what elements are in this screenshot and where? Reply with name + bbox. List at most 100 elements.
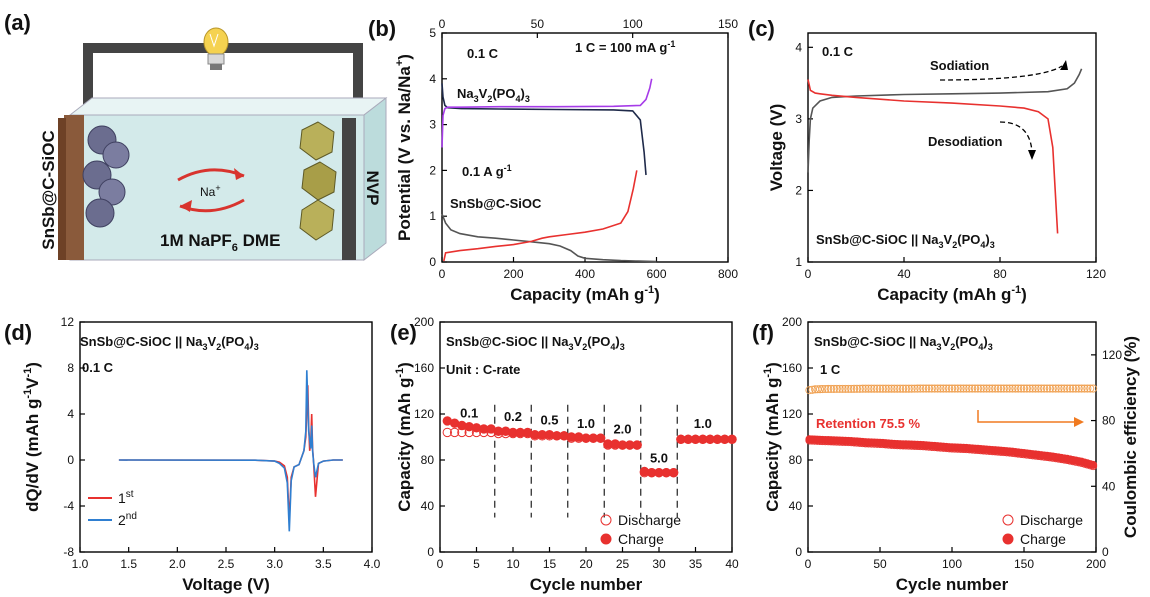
rate-label: 1.0 [694,416,712,431]
ce-point [922,384,931,393]
ce-point [985,384,994,393]
desodiation-arrow [999,121,1033,153]
ce-point [873,384,882,393]
discharge-point [442,427,452,438]
legend-label: Charge [618,531,664,547]
ce-point [982,384,991,393]
ce-point [1071,384,1080,393]
x-tick-label: 4.0 [364,557,381,571]
y-tick-label: 12 [61,315,75,329]
b-anode-rate-label: 0.1 A g-1 [462,163,512,179]
x-tick-label: 15 [543,557,557,571]
desodiation-label: Desodiation [928,134,1002,149]
ce-point [953,384,962,393]
ce-point [1048,384,1057,393]
x-tick-label: 30 [652,557,666,571]
ce-point [965,384,974,393]
x-tick-label: 600 [646,267,666,281]
ce-point [913,384,922,393]
c-rate-label: 0.1 C [822,44,854,59]
series-line [441,213,657,263]
y-tick-label: 2 [795,183,802,197]
ce-point [904,384,913,393]
ce-point [970,384,980,393]
ce-point [962,384,971,393]
x-tick-label: 0 [805,557,812,571]
ce-point [858,384,867,393]
y-axis-label: Potential (V vs. Na/Na+) [394,54,414,241]
right-tick-label: 40 [1102,479,1116,493]
right-tick-label: 120 [1102,348,1122,362]
series-line [443,170,638,262]
ce-point [919,384,928,393]
ce-point [850,384,859,393]
y-tick-label: 200 [414,315,434,329]
b-rate-label: 0.1 C [467,46,499,61]
x-tick-label: 5 [473,557,480,571]
rate-label: 0.5 [540,412,558,427]
ce-point [910,384,919,393]
ce-point [887,384,896,393]
top-tick-label: 150 [718,17,738,31]
x-tick-label: 200 [1086,557,1106,571]
series-line-1st [118,385,343,522]
y-axis-label: Capacity (mAh g-1) [394,362,414,512]
nvp-polyhedra [299,121,337,241]
x-tick-label: 200 [503,267,523,281]
ce-point [959,384,968,393]
ce-point [956,384,965,393]
ce-point [1077,384,1086,393]
legend-label: Discharge [618,512,681,528]
x-tick-label: 40 [897,267,911,281]
x-tick-label: 25 [616,557,630,571]
y-tick-label: 2 [429,163,436,177]
ce-point [947,384,957,393]
axes-c: 0 40 80 120 1 2 3 4 Capacity (mAh g-1) Voltage (V… [767,32,1106,304]
x-tick-label: 400 [575,267,595,281]
y-tick-label: 40 [421,499,435,513]
y-tick-label: 4 [67,407,74,421]
electrolyte-label: 1M NaPF6 DME [160,231,280,254]
top-tick-label: 50 [531,17,545,31]
ce-point [1054,384,1063,393]
ce-point [805,386,814,395]
charge-point [632,440,642,450]
rate-label: 1.0 [577,416,595,431]
ce-point [1040,384,1049,393]
x-tick-label: 10 [506,557,520,571]
ce-point [890,384,899,393]
ce-point [927,384,936,393]
x-tick-label: 800 [718,267,738,281]
ce-point [821,384,830,394]
top-tick-label: 100 [623,17,643,31]
f-rate-label: 1 C [820,362,841,377]
x-tick-label: 120 [1086,267,1106,281]
legend-marker [1002,514,1014,526]
ce-point [824,384,833,394]
ce-point [852,384,862,393]
ce-point [916,384,925,393]
ce-point [945,384,954,393]
y-tick-label: 3 [429,118,436,132]
ce-point [896,384,905,393]
plot-frame-b [441,32,729,263]
legend-label: Discharge [1020,512,1083,528]
legend-label: 1st [118,489,134,506]
y-axis-label: dQ/dV (mAh g-1V-1) [22,362,42,512]
ce-point [1089,384,1098,393]
ce-point [829,384,838,393]
x-tick-label: 0 [437,557,444,571]
ion-label: Na+ [200,183,221,199]
ce-point [924,384,934,393]
y-tick-label: 4 [795,40,802,54]
ce-point [861,384,870,393]
x-tick-label: 40 [725,557,739,571]
ce-point [933,384,942,393]
y-tick-label: 5 [429,26,436,40]
legend-marker [1002,533,1014,545]
charge-point [595,433,606,443]
ce-point [844,384,853,393]
ce-point [1011,384,1020,393]
x-tick-label: 80 [993,267,1007,281]
axes-b: 0 200 400 600 800 0 1 2 3 4 5 Capacity (mAh g-1) Pot… [394,17,738,304]
